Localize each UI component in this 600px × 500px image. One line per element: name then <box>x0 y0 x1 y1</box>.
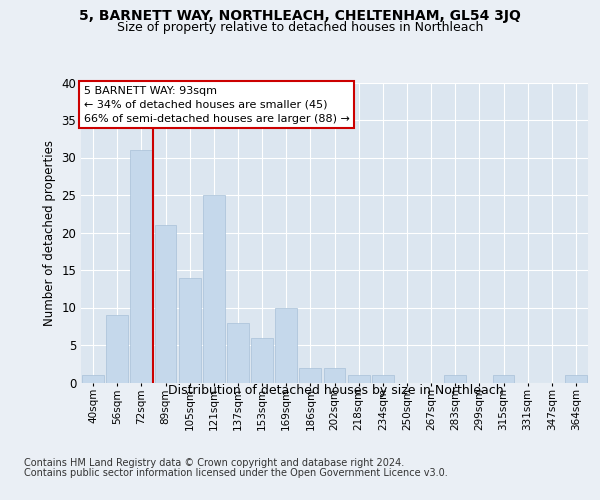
Text: Contains HM Land Registry data © Crown copyright and database right 2024.: Contains HM Land Registry data © Crown c… <box>24 458 404 468</box>
Bar <box>251 338 273 382</box>
Text: Size of property relative to detached houses in Northleach: Size of property relative to detached ho… <box>117 21 483 34</box>
Y-axis label: Number of detached properties: Number of detached properties <box>43 140 56 326</box>
Bar <box>155 225 176 382</box>
Text: 5, BARNETT WAY, NORTHLEACH, CHELTENHAM, GL54 3JQ: 5, BARNETT WAY, NORTHLEACH, CHELTENHAM, … <box>79 9 521 23</box>
Bar <box>565 375 587 382</box>
Bar <box>227 322 249 382</box>
Bar <box>203 195 224 382</box>
Text: Contains public sector information licensed under the Open Government Licence v3: Contains public sector information licen… <box>24 468 448 477</box>
Bar <box>493 375 514 382</box>
Bar <box>106 315 128 382</box>
Bar <box>299 368 321 382</box>
Text: 5 BARNETT WAY: 93sqm
← 34% of detached houses are smaller (45)
66% of semi-detac: 5 BARNETT WAY: 93sqm ← 34% of detached h… <box>83 86 349 124</box>
Bar <box>82 375 104 382</box>
Bar <box>323 368 346 382</box>
Bar <box>179 278 200 382</box>
Bar <box>372 375 394 382</box>
Bar <box>275 308 297 382</box>
Bar <box>130 150 152 382</box>
Text: Distribution of detached houses by size in Northleach: Distribution of detached houses by size … <box>168 384 504 397</box>
Bar <box>348 375 370 382</box>
Bar <box>445 375 466 382</box>
